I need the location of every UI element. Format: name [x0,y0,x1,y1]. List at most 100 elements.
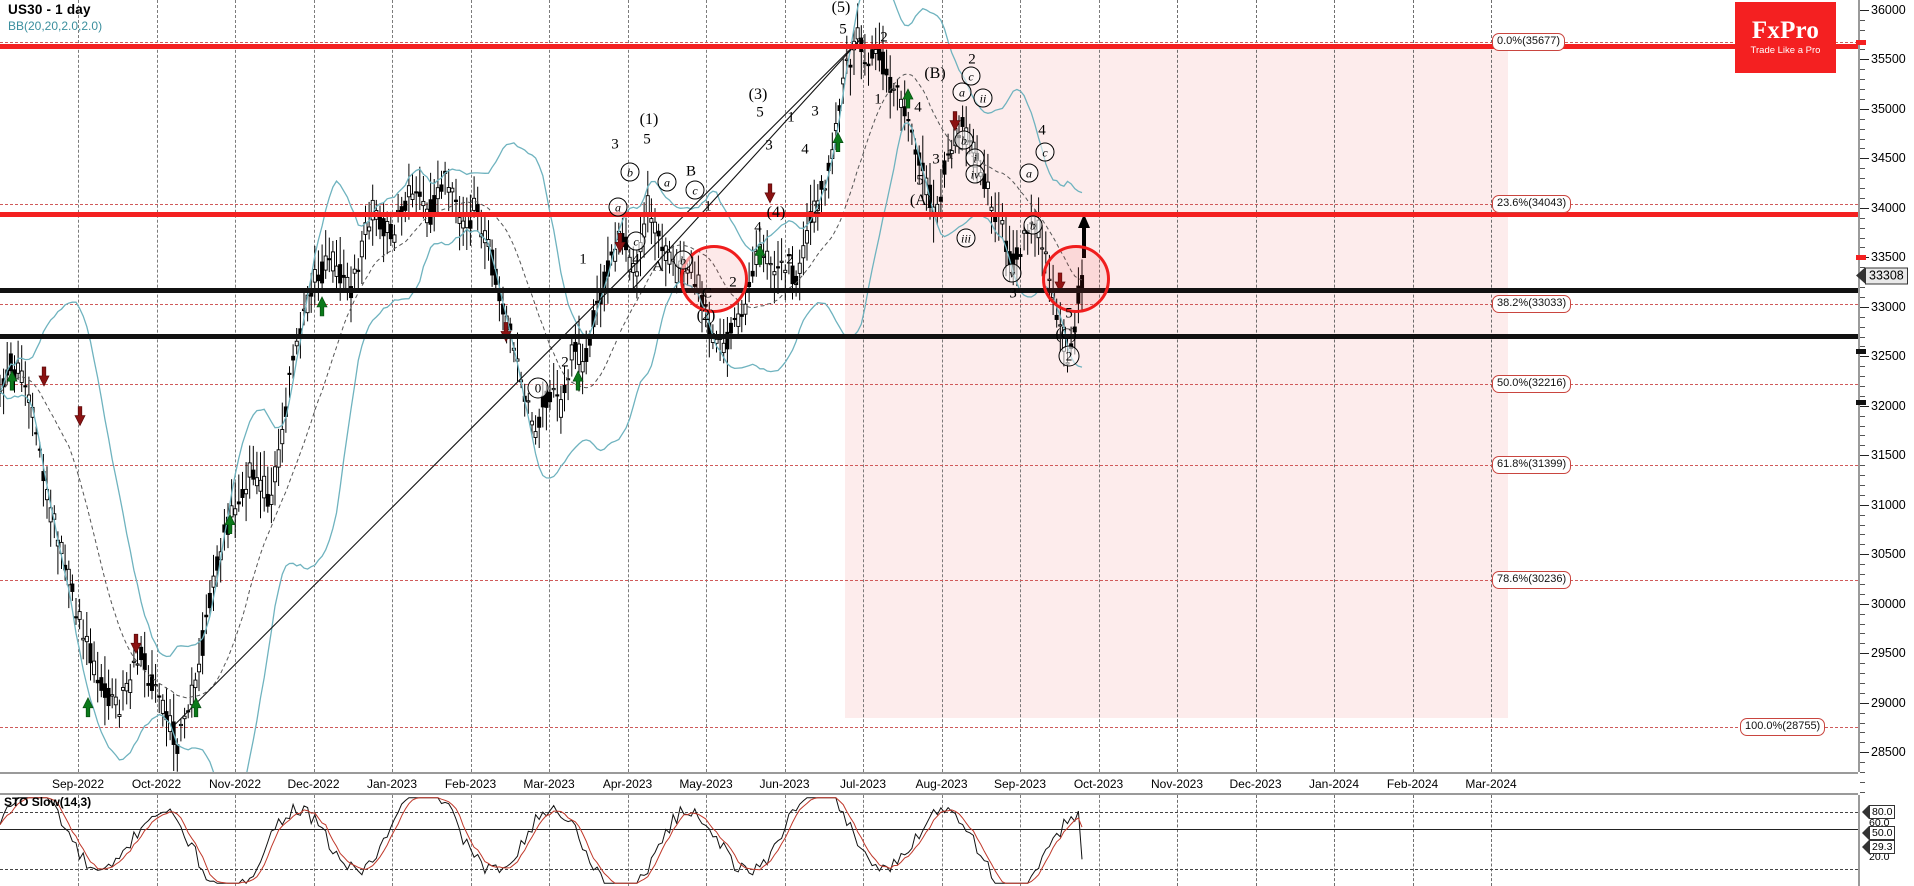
logo-wordmark: FxPro [1751,17,1820,44]
date-axis[interactable]: Sep-2022 Oct-2022 Nov-2022 Dec-2022 Jan-2023… [0,772,1858,795]
price-minor-tick [1860,673,1865,675]
price-tick-29500 [1860,653,1869,655]
price-minor-tick [1860,217,1865,219]
gridline-mar-2023 [549,0,550,772]
price-minor-tick [1860,237,1865,239]
price-minor-tick [1860,395,1865,397]
price-minor-tick [1860,574,1865,576]
price-axis[interactable]: 36000 35500 35000 34500 34000 33500 33000 32500… [1856,0,1914,793]
gridline-jun-2023 [784,0,786,772]
gridline-dec-2023 [1255,0,1257,772]
price-tick-29000 [1860,702,1869,704]
gridline-mar-2024 [1491,0,1492,772]
wave-label-3: 3 [811,103,819,120]
sto-level-label-20.0: 20.0 [1869,851,1890,863]
wave-label-a: a [1019,163,1039,183]
price-minor-tick [1860,415,1865,417]
price-minor-tick [1860,534,1865,536]
price-minor-tick [1860,148,1865,150]
price-tick-32500 [1860,356,1869,358]
price-tick-label-29000: 29000 [1871,695,1906,710]
price-minor-tick [1860,682,1865,684]
wave-label-2: 2 [729,274,737,291]
price-minor-tick [1860,287,1865,289]
stochastic-pane[interactable]: STO Slow(14,3) [0,795,1858,886]
price-tick-label-31000: 31000 [1871,497,1906,512]
sto-gridline-jan-2023 [392,795,393,886]
stochastic-overbought-line [0,812,1858,813]
wave-label-b: b [954,130,974,150]
stochastic-axis[interactable]: 80.0 60.0 50.0 29.3 20.0 [1858,795,1914,886]
price-minor-tick [1860,494,1865,496]
wave-label-1: 1 [946,146,954,163]
gridline-oct-2022 [156,0,158,772]
sto-gridline-jan-2024 [1334,795,1335,886]
wave-label-a: a [608,197,628,217]
price-minor-tick [1860,79,1865,81]
price-minor-tick [1860,247,1865,249]
price-minor-tick [1860,663,1865,665]
price-minor-tick [1860,514,1865,516]
stochastic-series [0,797,1083,885]
wave-label-4: 4 [754,219,762,236]
price-tick-34500 [1860,158,1869,160]
wave-label-1: 1 [704,198,712,215]
price-tick-32000 [1860,405,1869,407]
logo-tagline: Trade Like a Pro [1750,45,1821,56]
gridline-sep-2022 [78,0,79,772]
highlight-ellipse-right [1042,245,1110,313]
gridline-jan-2023 [392,0,393,772]
fib-line-61.8 [0,465,1858,467]
fib-line-100.0 [0,726,1858,728]
wave-label-4: (4) [766,204,786,221]
price-tick-label-35500: 35500 [1871,52,1906,67]
stochastic-mid-line [0,829,1858,830]
date-tick-nov-2022: Nov-2022 [208,777,262,791]
price-minor-tick [1860,742,1865,744]
wave-label-v: v [1002,263,1022,283]
price-minor-tick [1860,633,1865,635]
fib-label-0.0: 0.0%(35677) [1492,32,1565,51]
price-minor-tick [1860,326,1865,328]
support-line-upper [0,288,1858,293]
date-tick-dec-2022: Dec-2022 [287,777,340,791]
date-tick-nov-2023: Nov-2023 [1150,777,1204,791]
sto-gridline-nov-2022 [235,795,236,886]
wave-label-2: 2 [968,51,976,68]
gridline-apr-2023 [627,0,629,772]
wave-label-3: (3) [748,86,768,103]
wave-label-1: 1 [579,251,587,268]
price-tick-label-32000: 32000 [1871,398,1906,413]
price-minor-tick [1860,386,1865,387]
date-tick-feb-2023: Feb-2023 [444,777,497,791]
date-tick-may-2023: May-2023 [679,777,733,791]
date-tick-mar-2024: Mar-2024 [1465,777,1517,791]
wave-label-4: 4 [914,99,922,116]
price-tick-35500 [1860,59,1869,61]
gridline-sep-2023 [1020,0,1021,772]
price-minor-tick [1860,791,1865,793]
wave-label-c: c [1035,142,1055,162]
current-price-value: 33308 [1865,267,1908,285]
price-minor-tick [1860,465,1865,467]
fib-line-78.6 [0,580,1858,582]
price-minor-tick [1860,623,1865,625]
wave-label-ii: ii [973,88,993,108]
price-minor-tick [1860,49,1865,51]
price-minor-tick [1860,188,1865,190]
wave-label-2: 2 [1058,345,1080,367]
price-tick-30500 [1860,554,1869,556]
price-minor-tick [1860,69,1865,71]
price-minor-tick [1860,316,1865,318]
wave-label-iv: iv [965,164,985,184]
sto-gridline-oct-2022 [156,795,158,886]
sto-level-value: 80.0 [1869,805,1896,819]
price-minor-tick [1860,445,1865,447]
price-tick-33000 [1860,306,1869,308]
gridline-oct-2023 [1098,0,1100,772]
price-minor-tick [1860,267,1865,269]
date-tick-jun-2023: Jun-2023 [759,777,810,791]
wave-label-a: (A) [909,192,933,209]
